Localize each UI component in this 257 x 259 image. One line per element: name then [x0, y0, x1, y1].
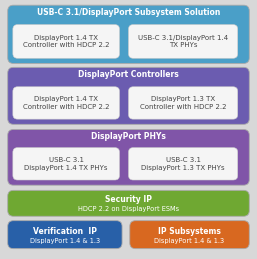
FancyBboxPatch shape	[128, 148, 238, 180]
Text: HDCP 2.2 on DisplayPort ESMs: HDCP 2.2 on DisplayPort ESMs	[78, 206, 179, 212]
FancyBboxPatch shape	[128, 87, 238, 119]
Text: DisplayPort 1.3 TX
Controller with HDCP 2.2: DisplayPort 1.3 TX Controller with HDCP …	[140, 96, 226, 110]
FancyBboxPatch shape	[128, 25, 238, 58]
Text: USB-C 3.1/DisplayPort Subsystem Solution: USB-C 3.1/DisplayPort Subsystem Solution	[37, 8, 220, 17]
Text: USB-C 3.1/DisplayPort 1.4
TX PHYs: USB-C 3.1/DisplayPort 1.4 TX PHYs	[138, 35, 228, 48]
FancyBboxPatch shape	[8, 67, 249, 124]
FancyBboxPatch shape	[13, 25, 120, 58]
Text: DisplayPort 1.4 & 1.3: DisplayPort 1.4 & 1.3	[30, 238, 100, 244]
Text: DisplayPort 1.4 & 1.3: DisplayPort 1.4 & 1.3	[154, 238, 225, 244]
Text: IP Subsystems: IP Subsystems	[158, 227, 221, 235]
FancyBboxPatch shape	[8, 5, 249, 63]
FancyBboxPatch shape	[13, 148, 120, 180]
FancyBboxPatch shape	[130, 221, 249, 249]
FancyBboxPatch shape	[13, 87, 120, 119]
Text: DisplayPort 1.4 TX
Controller with HDCP 2.2: DisplayPort 1.4 TX Controller with HDCP …	[23, 35, 109, 48]
Text: DisplayPort 1.4 TX
Controller with HDCP 2.2: DisplayPort 1.4 TX Controller with HDCP …	[23, 96, 109, 110]
FancyBboxPatch shape	[8, 221, 122, 249]
FancyBboxPatch shape	[8, 130, 249, 185]
Text: DisplayPort Controllers: DisplayPort Controllers	[78, 70, 179, 79]
Text: Verification  IP: Verification IP	[33, 227, 97, 235]
Text: Security IP: Security IP	[105, 196, 152, 204]
FancyBboxPatch shape	[8, 190, 249, 216]
Text: USB-C 3.1
DisplayPort 1.3 TX PHYs: USB-C 3.1 DisplayPort 1.3 TX PHYs	[141, 157, 225, 171]
Text: DisplayPort PHYs: DisplayPort PHYs	[91, 132, 166, 141]
Text: USB-C 3.1
DisplayPort 1.4 TX PHYs: USB-C 3.1 DisplayPort 1.4 TX PHYs	[24, 157, 108, 171]
